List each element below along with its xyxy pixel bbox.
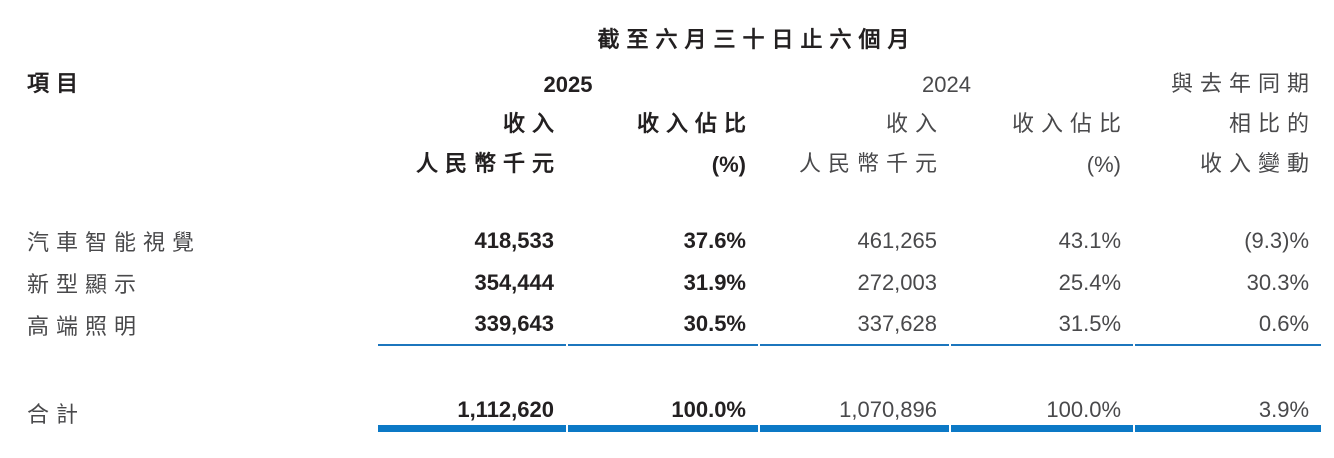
- row-label: 汽車智能視覺: [27, 230, 202, 255]
- total-revenue-2024-value: 1,070,896: [760, 394, 949, 432]
- period-title-cell: 截至六月三十日止六個月: [378, 6, 1133, 54]
- change-value: 30.3%: [1246, 270, 1310, 295]
- item-column-header-cell: 項目: [25, 54, 376, 98]
- item-column-header: 項目: [27, 71, 86, 96]
- row-label-cell: 高端照明: [25, 304, 376, 346]
- total-share-2024-value: 100.0%: [951, 394, 1134, 432]
- revenue-2024-header-cell: 收入: [760, 98, 949, 138]
- revenue-2025-header-cell: 收入: [378, 98, 566, 138]
- spacer-cell: [1135, 6, 1321, 54]
- year-header-row: 項目 2025 2024 與去年同期: [25, 54, 1321, 98]
- change-header-line3: 收入變動: [1200, 151, 1317, 176]
- period-title-row: 截至六月三十日止六個月: [25, 6, 1321, 54]
- change-value: (9.3)%: [1244, 228, 1310, 253]
- revenue-2024-unit-cell: 人民幣千元: [760, 138, 949, 178]
- share-2024-header: 收入佔比: [1012, 111, 1129, 136]
- share-2024-value: 31.5%: [951, 304, 1134, 346]
- share-2025-header-cell: 收入佔比: [568, 98, 758, 138]
- revenue-2025-value: 418,533: [474, 228, 554, 253]
- share-2024-value: 43.1%: [1058, 228, 1122, 253]
- revenue-2025-value: 354,444: [474, 270, 554, 295]
- spacer-cell: [25, 6, 376, 54]
- spacer-cell: [25, 98, 376, 138]
- total-revenue-2025-value: 1,112,620: [378, 394, 566, 432]
- revenue-2025-unit: 人民幣千元: [415, 151, 561, 176]
- year-2025-header: 2025: [543, 72, 593, 97]
- table-row-auto-vision: 汽車智能視覺 418,533 37.6% 461,265 43.1% (9.3)…: [25, 220, 1321, 262]
- share-2025-value: 37.6%: [683, 228, 746, 253]
- share-2025-value: 30.5%: [568, 304, 758, 346]
- period-title: 截至六月三十日止六個月: [597, 27, 917, 52]
- year-2024-header: 2024: [922, 72, 971, 97]
- spacer-row: [25, 178, 1321, 220]
- row-label: 新型顯示: [27, 272, 144, 297]
- share-2025-unit: (%): [711, 152, 746, 177]
- spacer-cell: [25, 138, 376, 178]
- row-label-cell: 新型顯示: [25, 262, 376, 304]
- table-row-total: 合計 1,112,620 100.0% 1,070,896 100.0% 3.9…: [25, 394, 1322, 432]
- change-header-line2-cell: 相比的: [1135, 98, 1321, 138]
- change-value: 0.6%: [1135, 304, 1322, 346]
- change-header-line1-cell: 與去年同期: [1135, 54, 1321, 98]
- subheader-row-2: 人民幣千元 (%) 人民幣千元 (%) 收入變動: [25, 138, 1321, 178]
- revenue-2025-header: 收入: [502, 111, 561, 136]
- change-header-line3-cell: 收入變動: [1135, 138, 1321, 178]
- share-2024-header-cell: 收入佔比: [951, 98, 1133, 138]
- change-header-line2: 相比的: [1229, 111, 1317, 136]
- revenue-2025-value: 339,643: [378, 304, 566, 346]
- revenue-2024-header: 收入: [885, 111, 944, 136]
- subheader-row-1: 收入 收入佔比 收入 收入佔比 相比的: [25, 98, 1321, 138]
- share-2024-unit: (%): [1086, 152, 1122, 177]
- table-row-high-end-lighting: 高端照明 339,643 30.5% 337,628 31.5% 0.6%: [25, 304, 1322, 346]
- share-2025-header: 收入佔比: [636, 111, 753, 136]
- row-label: 高端照明: [27, 314, 144, 339]
- revenue-2025-unit-cell: 人民幣千元: [378, 138, 566, 178]
- total-label-cell: 合計: [25, 394, 376, 432]
- change-header-line1: 與去年同期: [1171, 71, 1317, 96]
- share-2024-value: 25.4%: [1058, 270, 1122, 295]
- row-label-cell: 汽車智能視覺: [25, 220, 376, 262]
- table-row-new-display: 新型顯示 354,444 31.9% 272,003 25.4% 30.3%: [25, 262, 1321, 304]
- revenue-2024-unit: 人民幣千元: [798, 151, 944, 176]
- revenue-2024-value: 461,265: [857, 228, 937, 253]
- total-share-2025-value: 100.0%: [568, 394, 758, 432]
- total-change-value: 3.9%: [1135, 394, 1322, 432]
- spacer-row: [25, 346, 1321, 394]
- share-2025-value: 31.9%: [683, 270, 746, 295]
- revenue-2024-value: 272,003: [857, 270, 937, 295]
- total-label: 合計: [27, 402, 86, 427]
- revenue-2024-value: 337,628: [760, 304, 949, 346]
- revenue-breakdown-table: 截至六月三十日止六個月 項目 2025 2024 與去年同期 收入 收入佔比 收…: [23, 6, 1323, 432]
